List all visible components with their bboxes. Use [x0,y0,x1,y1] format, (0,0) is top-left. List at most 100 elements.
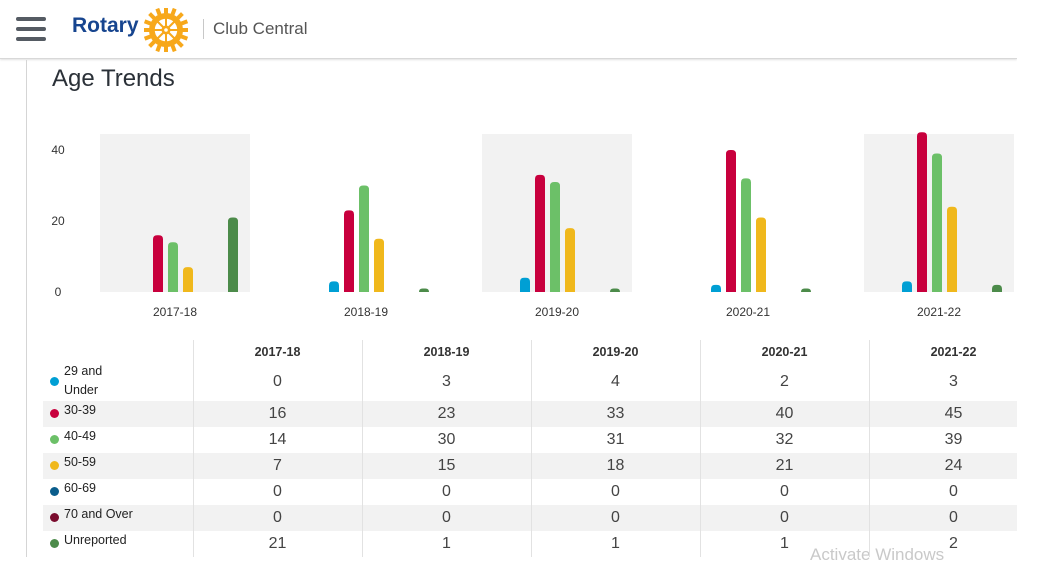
table-cell: 0 [949,483,958,500]
page-scrollbar[interactable] [1017,0,1046,557]
y-tick-label: 20 [51,214,65,228]
table-cell: 2 [780,372,789,390]
table-cell: 0 [780,483,789,500]
table-cell: 0 [273,483,282,500]
activate-windows-watermark: Activate Windows [810,545,945,564]
x-tick-label: 2019-20 [535,305,579,319]
row-label-line: 40-49 [64,429,96,443]
table-cell: 18 [606,457,625,474]
row-label-line: 60-69 [64,481,96,495]
bar-unreported-2021-22 [992,284,1002,292]
table-row: 70 and Over 0 0 0 0 0 [43,505,1017,531]
bar-50-59-2017-18 [183,267,193,292]
legend-dot-icon [50,539,59,548]
bar-40-49-2018-19 [359,185,369,292]
row-label: 29 and Under [43,362,193,401]
bar-29-and-under-2021-22 [902,281,912,292]
row-label-line: 50-59 [64,455,96,469]
table-cell: 14 [268,431,287,448]
bar-50-59-2021-22 [947,206,957,292]
table-cell: 0 [273,372,282,390]
table-header-2018-19: 2018-19 [423,345,470,359]
bar-40-49-2017-18 [168,242,178,292]
table-cell: 3 [949,372,958,390]
table-cell: 4 [611,372,620,390]
table-cell: 0 [780,509,789,526]
table-cell: 30 [437,431,456,448]
row-label-line: 70 and Over [64,507,133,521]
bar-29-and-under-2019-20 [520,277,530,292]
row-label: Unreported [43,531,193,557]
bar-30-39-2017-18 [153,235,163,292]
table-cell: 32 [775,431,794,448]
table-header-2019-20: 2019-20 [592,345,639,359]
legend-dot-icon [50,409,59,418]
y-tick-label: 40 [51,143,65,157]
table-row: 50-59 7 15 18 21 24 [43,453,1017,479]
header-divider [203,19,204,39]
table-header-2020-21: 2020-21 [761,345,808,359]
bar-50-59-2020-21 [756,217,766,292]
table-cell: 0 [611,483,620,500]
table-cell: 24 [944,457,963,474]
top-bar: Rotary Club Central [0,0,1017,59]
hamburger-menu-icon[interactable] [16,16,46,42]
brand-name[interactable]: Rotary [72,14,139,37]
table-cell: 0 [611,509,620,526]
table-cell: 40 [775,405,794,422]
table-cell: 2 [949,535,958,552]
x-tick-label: 2021-22 [917,305,961,319]
row-label: 60-69 [43,479,193,505]
table-cell: 1 [611,535,620,552]
y-tick-label: 0 [55,285,62,299]
legend-dot-icon [50,461,59,470]
legend-dot-icon [50,435,59,444]
table-cell: 1 [780,535,789,552]
column-divider [531,340,532,557]
column-divider [700,340,701,557]
app-name: Club Central [213,19,308,38]
row-label: 30-39 [43,401,193,427]
table-cell: 23 [437,405,456,422]
row-label-text: 29 and Under [64,362,102,400]
bar-30-39-2020-21 [726,150,736,292]
rotary-wheel-icon [144,8,188,52]
table-row: 30-39 16 23 33 40 45 [43,401,1017,427]
table-cell: 3 [442,372,451,390]
bar-29-and-under-2018-19 [329,281,339,292]
row-label-line: 30-39 [64,403,96,417]
table-cell: 0 [442,483,451,500]
table-cell: 39 [944,431,963,448]
table-cell: 33 [606,405,625,422]
table-row: 29 and Under 0 3 4 2 3 [43,362,1017,401]
table-cell: 0 [442,509,451,526]
row-label: 50-59 [43,453,193,479]
bar-30-39-2019-20 [535,174,545,292]
table-row: 40-49 14 30 31 32 39 [43,427,1017,453]
row-label-line: 29 and [64,364,103,378]
bar-unreported-2019-20 [610,288,620,292]
table-cell: 45 [944,405,963,422]
table-cell: 1 [442,535,451,552]
bar-30-39-2018-19 [344,210,354,292]
table-row: Unreported 21 1 1 1 2 [43,531,1017,557]
table-header-2021-22: 2021-22 [930,345,977,359]
row-label-text: 50-59 [64,453,96,472]
table-cell: 16 [268,405,287,422]
legend-dot-icon [50,513,59,522]
row-label: 70 and Over [43,505,193,531]
legend-dot-icon [50,376,59,386]
row-label-text: 30-39 [64,401,96,420]
bar-unreported-2017-18 [228,217,238,292]
table-cell: 15 [437,457,456,474]
table-header-row: 2017-18 2018-19 2019-20 2020-21 2021-22 [43,340,1017,362]
legend-dot-icon [50,487,59,496]
x-tick-label: 2020-21 [726,305,770,319]
row-label-text: 60-69 [64,479,96,498]
row-label-line: Unreported [64,533,127,547]
table-cell: 21 [268,535,287,552]
x-tick-label: 2018-19 [344,305,388,319]
bar-unreported-2018-19 [419,288,429,292]
row-label-text: 70 and Over [64,505,133,524]
bar-29-and-under-2020-21 [711,284,721,292]
